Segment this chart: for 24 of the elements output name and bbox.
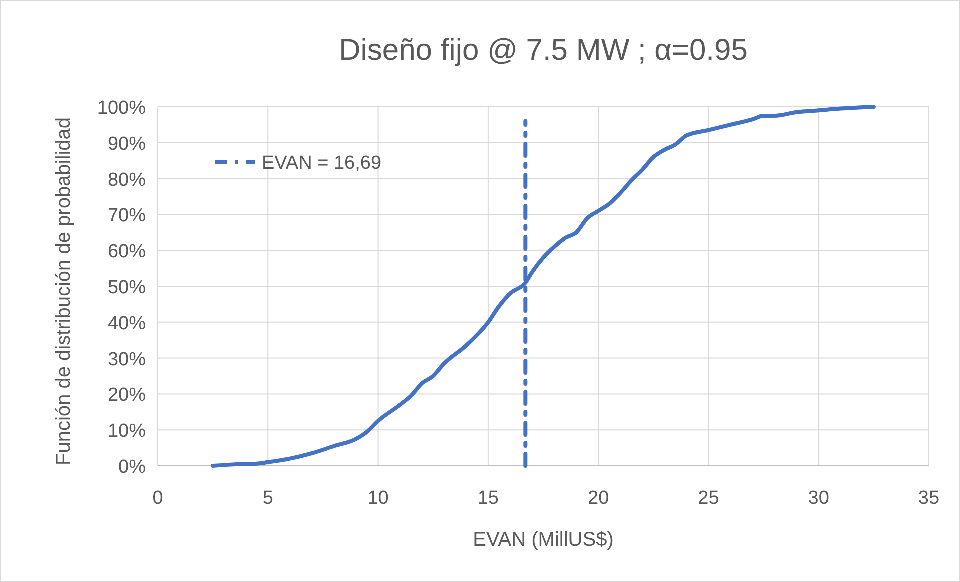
x-axis-title: EVAN (MillUS$) <box>473 529 614 551</box>
y-tick-label: 10% <box>108 421 146 442</box>
y-tick-label: 20% <box>108 385 146 406</box>
y-axis-title: Función de distribución de probabilidad <box>53 117 75 466</box>
y-tick-label: 0% <box>118 457 146 478</box>
y-tick-label: 70% <box>108 206 146 227</box>
x-tick-label: 5 <box>262 488 274 509</box>
y-tick-label: 50% <box>108 278 146 298</box>
x-tick-label: 10 <box>368 488 389 509</box>
x-tick-label: 25 <box>698 488 720 509</box>
x-tick-label: 30 <box>808 488 830 509</box>
x-tick-label: 35 <box>918 488 940 509</box>
line-series <box>211 105 876 468</box>
x-tick-label: 15 <box>478 488 499 509</box>
y-tick-label: 30% <box>108 349 146 370</box>
y-tick-label: 80% <box>108 170 146 191</box>
y-tick-label: 100% <box>97 98 146 119</box>
y-tick-label: 90% <box>108 134 146 155</box>
y-tick-label: 60% <box>108 242 146 263</box>
y-tick-label: 40% <box>108 313 146 334</box>
legend-label: EVAN = 16,69 <box>262 153 382 174</box>
chart-title: Diseño fijo @ 7.5 MW ; α=0.95 <box>339 34 748 67</box>
x-tick-label: 0 <box>152 488 164 509</box>
x-tick-label: 20 <box>588 488 610 509</box>
